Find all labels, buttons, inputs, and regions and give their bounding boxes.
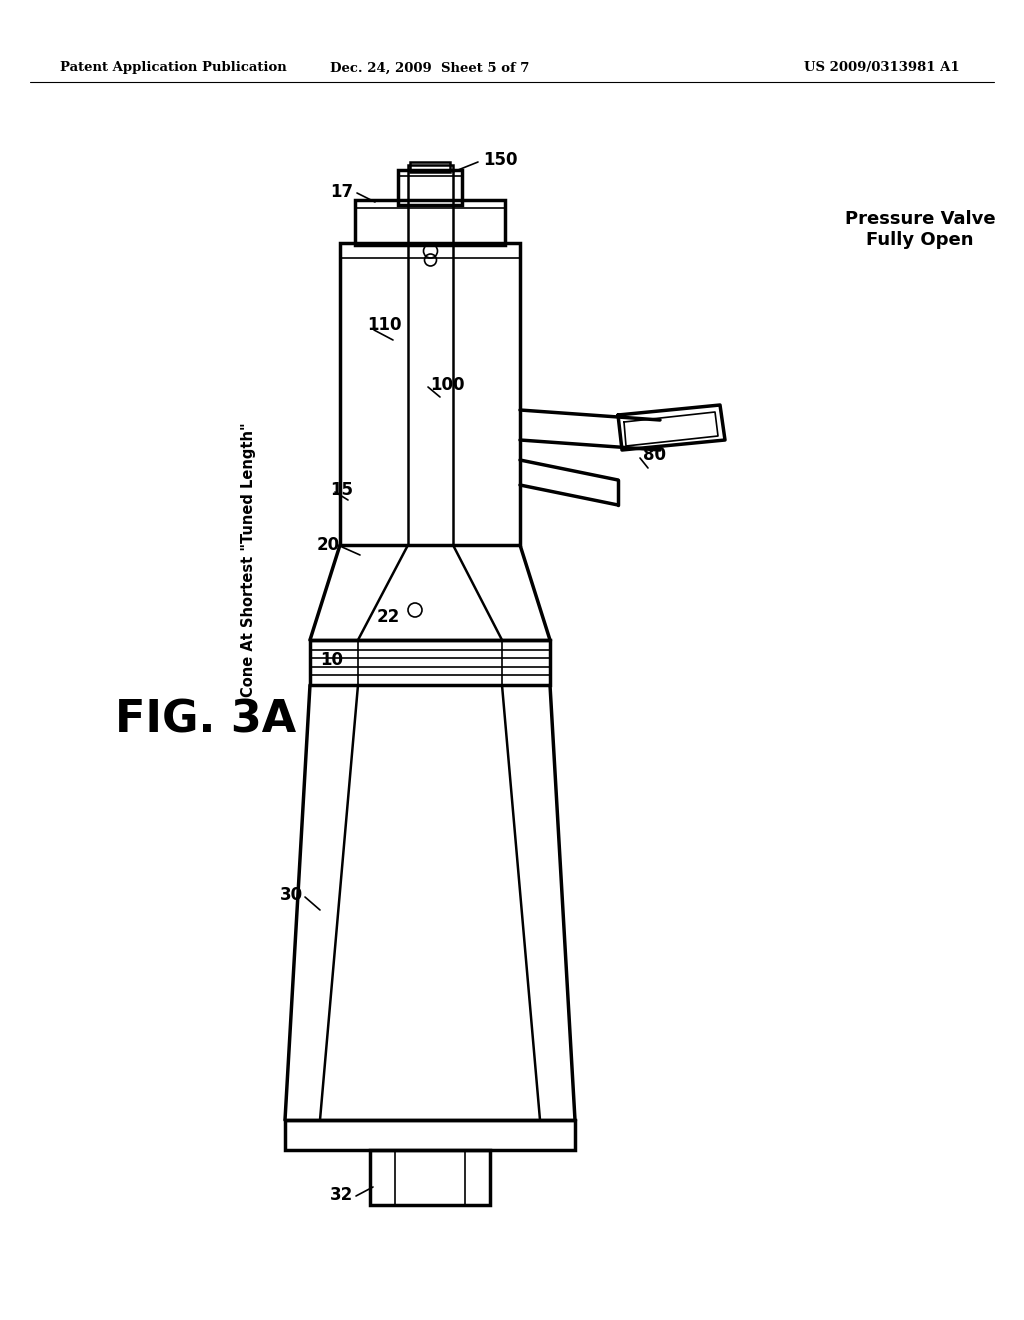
Text: Cone At Shortest "Tuned Length": Cone At Shortest "Tuned Length" — [241, 422, 256, 697]
Bar — [340, 243, 520, 545]
Bar — [358, 640, 502, 685]
Text: US 2009/0313981 A1: US 2009/0313981 A1 — [805, 62, 961, 74]
Bar — [310, 640, 550, 685]
Text: 10: 10 — [319, 651, 343, 669]
Text: 80: 80 — [643, 446, 666, 465]
Bar — [410, 162, 450, 172]
Text: FIG. 3A: FIG. 3A — [115, 698, 296, 742]
Text: Dec. 24, 2009  Sheet 5 of 7: Dec. 24, 2009 Sheet 5 of 7 — [331, 62, 529, 74]
Bar — [285, 1119, 575, 1150]
Text: 32: 32 — [330, 1185, 353, 1204]
Text: Pressure Valve
Fully Open: Pressure Valve Fully Open — [845, 210, 995, 248]
Bar — [395, 1150, 465, 1205]
Text: 15: 15 — [330, 480, 353, 499]
Text: 100: 100 — [430, 376, 465, 393]
Text: 20: 20 — [316, 536, 340, 554]
Text: 150: 150 — [483, 150, 517, 169]
Text: 22: 22 — [377, 609, 400, 626]
Text: 110: 110 — [367, 315, 401, 334]
Text: 30: 30 — [280, 886, 303, 904]
Bar — [398, 170, 462, 205]
Bar — [355, 201, 505, 246]
Bar — [408, 165, 453, 545]
Bar — [370, 1150, 490, 1205]
Text: Patent Application Publication: Patent Application Publication — [60, 62, 287, 74]
Text: 17: 17 — [330, 183, 353, 201]
